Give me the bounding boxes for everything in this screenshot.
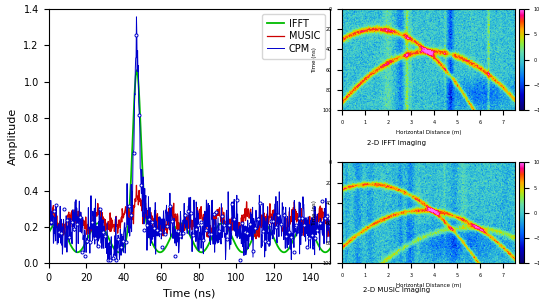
CPM bbox=[45, 219, 52, 222]
Line: MUSIC: MUSIC bbox=[49, 185, 330, 241]
MUSIC bbox=[139, 203, 146, 207]
IFFT bbox=[74, 250, 81, 254]
MUSIC bbox=[99, 221, 106, 224]
MUSIC bbox=[225, 222, 232, 225]
IFFT bbox=[139, 169, 146, 172]
IFFT bbox=[211, 231, 217, 235]
CPM bbox=[172, 236, 178, 239]
CPM bbox=[133, 15, 140, 19]
MUSIC bbox=[45, 206, 52, 210]
MUSIC bbox=[211, 213, 217, 217]
IFFT bbox=[225, 228, 232, 232]
CPM bbox=[105, 258, 111, 261]
IFFT bbox=[172, 226, 178, 230]
MUSIC bbox=[172, 215, 178, 219]
Line: CPM: CPM bbox=[49, 17, 330, 259]
IFFT bbox=[134, 69, 140, 72]
IFFT bbox=[99, 225, 106, 228]
CPM bbox=[327, 241, 333, 245]
MUSIC bbox=[133, 184, 140, 187]
CPM bbox=[99, 224, 106, 228]
Line: IFFT: IFFT bbox=[49, 70, 330, 252]
CPM bbox=[269, 233, 275, 237]
IFFT bbox=[269, 233, 275, 236]
IFFT bbox=[45, 232, 52, 235]
X-axis label: Time (ns): Time (ns) bbox=[163, 289, 216, 298]
MUSIC bbox=[269, 222, 275, 226]
Y-axis label: Amplitude: Amplitude bbox=[8, 107, 18, 165]
Legend: IFFT, MUSIC, CPM: IFFT, MUSIC, CPM bbox=[262, 14, 325, 59]
Text: 2-D IFFT Imaging: 2-D IFFT Imaging bbox=[367, 140, 426, 146]
X-axis label: Horizontal Distance (m): Horizontal Distance (m) bbox=[396, 283, 461, 289]
CPM bbox=[225, 215, 232, 218]
CPM bbox=[139, 215, 146, 218]
X-axis label: Horizontal Distance (m): Horizontal Distance (m) bbox=[396, 130, 461, 135]
Text: 2-D MUSIC Imaging: 2-D MUSIC Imaging bbox=[363, 287, 430, 293]
MUSIC bbox=[327, 234, 333, 238]
MUSIC bbox=[58, 239, 65, 243]
IFFT bbox=[327, 247, 333, 250]
CPM bbox=[211, 218, 217, 221]
Y-axis label: Time (ns): Time (ns) bbox=[312, 47, 317, 73]
Y-axis label: Time (ns): Time (ns) bbox=[312, 200, 317, 226]
